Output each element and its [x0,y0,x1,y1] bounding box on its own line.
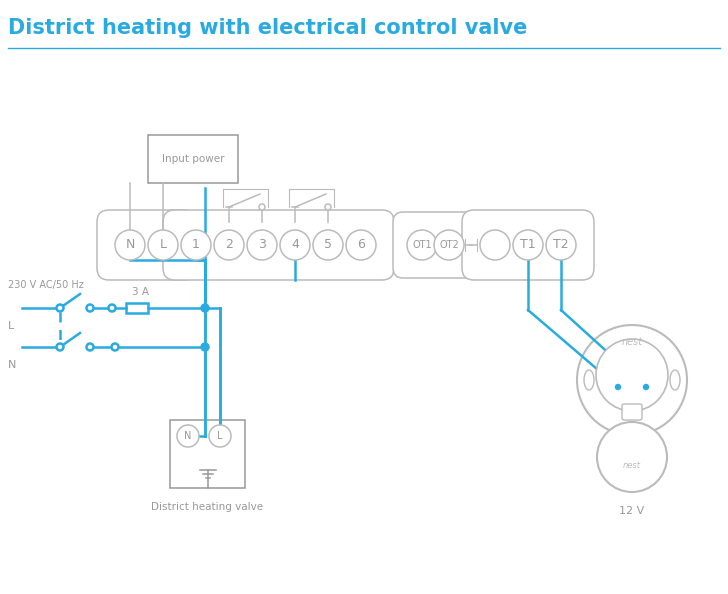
Circle shape [313,230,343,260]
Circle shape [209,425,231,447]
Circle shape [546,230,576,260]
Circle shape [577,325,687,435]
Circle shape [346,230,376,260]
Text: 2: 2 [225,239,233,251]
Circle shape [201,304,209,312]
Text: T1: T1 [521,239,536,251]
Text: N: N [184,431,191,441]
Circle shape [597,422,667,492]
Circle shape [177,425,199,447]
Text: 3: 3 [258,239,266,251]
Circle shape [247,230,277,260]
Text: L: L [217,431,223,441]
Text: 5: 5 [324,239,332,251]
Circle shape [111,343,119,350]
Bar [126,303,148,313]
Circle shape [407,230,437,260]
Text: 3 A: 3 A [132,287,149,297]
Circle shape [201,343,209,351]
Bar [148,135,238,183]
Circle shape [87,343,93,350]
Circle shape [115,230,145,260]
Text: District heating valve: District heating valve [151,502,264,512]
Text: OT2: OT2 [439,240,459,250]
FancyBboxPatch shape [393,212,478,278]
Circle shape [57,343,63,350]
Text: 1: 1 [192,239,200,251]
Ellipse shape [670,370,680,390]
Circle shape [513,230,543,260]
Text: Input power: Input power [162,154,224,164]
Text: N: N [8,360,16,370]
Text: L: L [8,321,15,331]
Circle shape [108,305,116,311]
Circle shape [644,384,649,390]
Circle shape [148,230,178,260]
Circle shape [87,305,93,311]
Circle shape [57,305,63,311]
Text: OT1: OT1 [412,240,432,250]
Text: 4: 4 [291,239,299,251]
Text: 12 V: 12 V [620,506,644,516]
FancyBboxPatch shape [462,210,594,280]
Circle shape [480,230,510,260]
Ellipse shape [584,370,594,390]
Circle shape [596,339,668,411]
Text: T2: T2 [553,239,569,251]
Circle shape [214,230,244,260]
Circle shape [280,230,310,260]
FancyBboxPatch shape [163,210,394,280]
Text: nest: nest [623,460,641,469]
FancyBboxPatch shape [97,210,196,280]
Text: 230 V AC/50 Hz: 230 V AC/50 Hz [8,280,84,290]
Text: 6: 6 [357,239,365,251]
Circle shape [325,204,331,210]
Circle shape [434,230,464,260]
Text: nest: nest [622,337,643,347]
Bar [170,420,245,488]
Text: L: L [159,239,167,251]
Text: N: N [125,239,135,251]
FancyBboxPatch shape [622,404,642,420]
Circle shape [259,204,265,210]
Circle shape [181,230,211,260]
Circle shape [615,384,620,390]
Text: District heating with electrical control valve: District heating with electrical control… [8,18,527,38]
